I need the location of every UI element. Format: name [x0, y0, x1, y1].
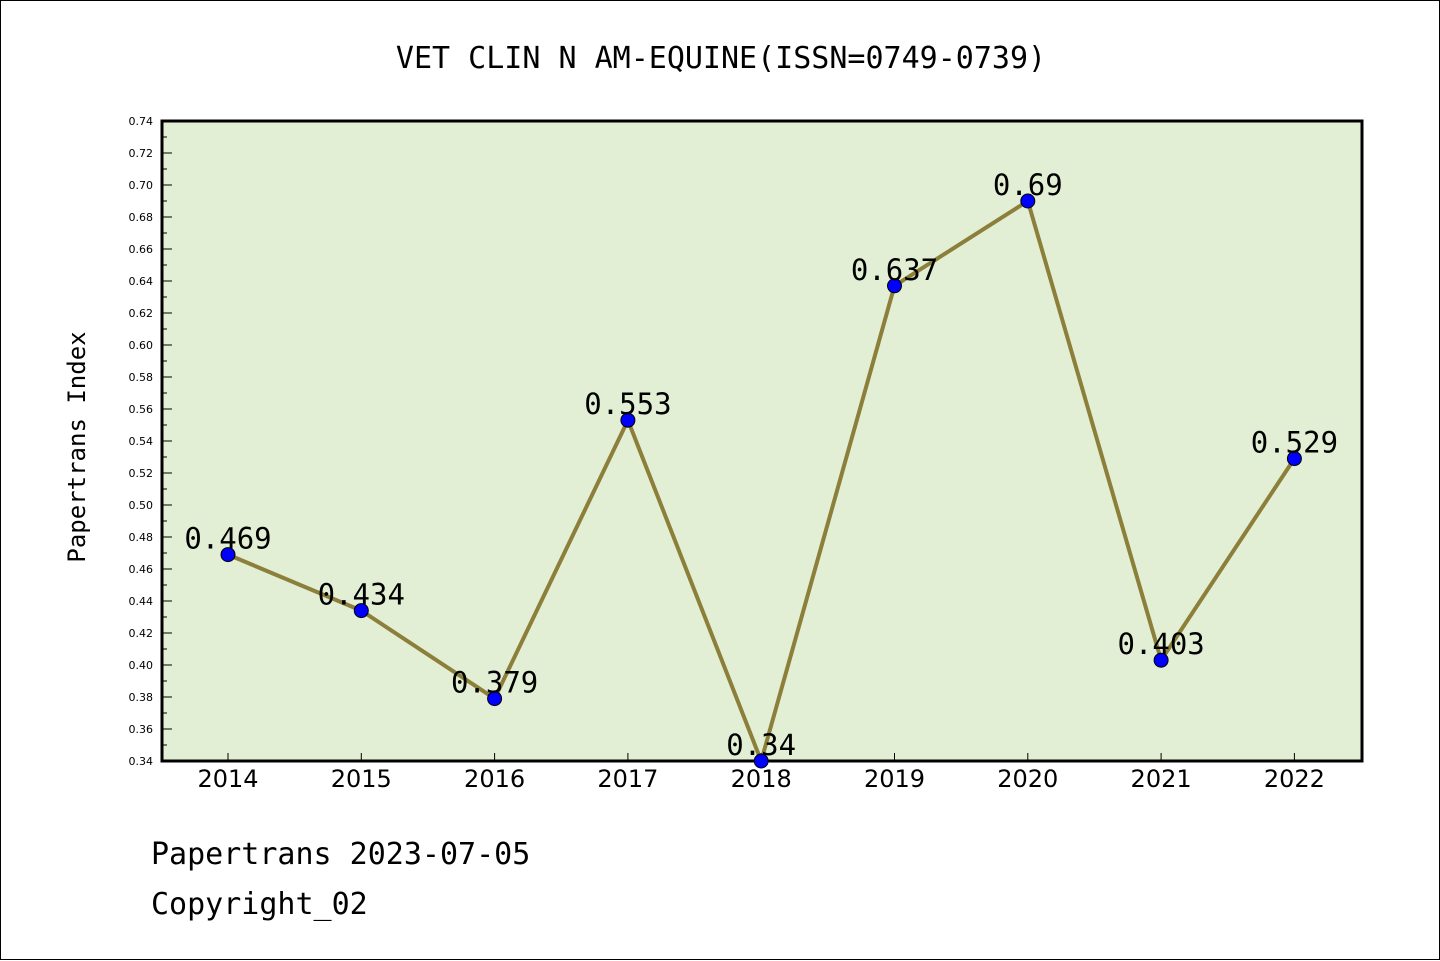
y-tick-label: 0.44: [129, 595, 154, 608]
data-label: 0.69: [993, 168, 1063, 202]
y-tick-label: 0.56: [129, 403, 154, 416]
y-tick-label: 0.68: [129, 211, 154, 224]
data-point: [353, 603, 369, 619]
footer-date: Papertrans 2023-07-05: [151, 837, 531, 872]
data-label: 0.403: [1117, 627, 1204, 661]
data-label: 0.434: [318, 578, 405, 612]
data-label: 0.529: [1251, 426, 1338, 460]
y-tick-label: 0.74: [129, 115, 154, 128]
y-tick-label: 0.60: [129, 339, 154, 352]
y-axis: 0.34 0.36 0.38 0.40 0.42 0.44 0.46 0.48 0.50 0.52…: [129, 115, 172, 768]
y-tick-label: 0.58: [129, 371, 154, 384]
plot-area: [160, 119, 1364, 763]
y-tick-label: 0.34: [129, 755, 154, 768]
data-point: [620, 412, 636, 428]
x-tick-label: 2019: [864, 765, 925, 793]
y-tick-label: 0.66: [129, 243, 154, 256]
y-tick-label: 0.48: [129, 531, 154, 544]
x-tick-label: 2015: [331, 765, 392, 793]
data-points: [220, 193, 1302, 769]
footer-copyright: Copyright_02: [151, 887, 368, 922]
data-point: [220, 547, 236, 563]
data-label: 0.553: [584, 387, 671, 421]
y-tick-label: 0.50: [129, 499, 154, 512]
data-label: 0.637: [851, 253, 938, 287]
data-point: [1153, 652, 1169, 668]
chart-title: VET CLIN N AM-EQUINE(ISSN=0749-0739): [396, 41, 1046, 76]
data-label: 0.469: [184, 522, 271, 556]
y-tick-label: 0.42: [129, 627, 154, 640]
y-tick-label: 0.36: [129, 723, 154, 736]
data-point: [753, 753, 769, 769]
x-tick-label: 2022: [1264, 765, 1325, 793]
y-tick-label: 0.46: [129, 563, 154, 576]
x-tick-label: 2020: [997, 765, 1058, 793]
y-tick-label: 0.40: [129, 659, 154, 672]
y-tick-label: 0.72: [129, 147, 154, 160]
x-tick-label: 2016: [464, 765, 525, 793]
data-label: 0.34: [726, 728, 796, 762]
data-point: [887, 278, 902, 294]
data-labels: 0.469 0.434 0.379 0.553 0.34 0.637 0.69 0.403 0.…: [184, 168, 1338, 762]
x-tick-label: 2021: [1131, 765, 1192, 793]
x-tick-label: 2014: [197, 765, 258, 793]
y-tick-label: 0.54: [129, 435, 154, 448]
data-label: 0.379: [451, 666, 538, 700]
x-tick-label: 2018: [731, 765, 792, 793]
y-axis-label: Papertrans Index: [63, 331, 91, 562]
data-point: [1286, 451, 1302, 467]
x-tick-label: 2017: [597, 765, 658, 793]
y-tick-label: 0.70: [129, 179, 154, 192]
y-tick-label: 0.52: [129, 467, 154, 480]
data-point: [1020, 193, 1036, 209]
y-tick-label: 0.64: [129, 275, 154, 288]
x-axis: 2014 2015 2016 2017 2018 2019 2020 2021 2022: [197, 753, 1325, 793]
data-point: [487, 691, 503, 707]
y-tick-label: 0.62: [129, 307, 154, 320]
y-tick-label: 0.38: [129, 691, 154, 704]
